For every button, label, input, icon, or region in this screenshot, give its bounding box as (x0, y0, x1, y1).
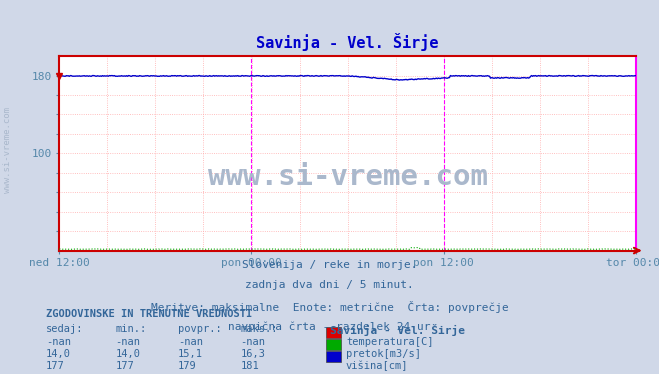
Text: 15,1: 15,1 (178, 349, 203, 359)
Text: -nan: -nan (46, 337, 71, 347)
Text: 14,0: 14,0 (46, 349, 71, 359)
Text: zadnja dva dni / 5 minut.: zadnja dva dni / 5 minut. (245, 280, 414, 291)
Text: 16,3: 16,3 (241, 349, 266, 359)
Text: www.si-vreme.com: www.si-vreme.com (3, 107, 13, 193)
Text: sedaj:: sedaj: (46, 324, 84, 334)
Text: pretok[m3/s]: pretok[m3/s] (346, 349, 421, 359)
Text: Meritve: maksimalne  Enote: metrične  Črta: povprečje: Meritve: maksimalne Enote: metrične Črta… (151, 301, 508, 313)
Text: -nan: -nan (178, 337, 203, 347)
Text: min.:: min.: (115, 324, 146, 334)
Text: temperatura[C]: temperatura[C] (346, 337, 434, 347)
Text: višina[cm]: višina[cm] (346, 361, 409, 371)
Text: -nan: -nan (115, 337, 140, 347)
Text: ZGODOVINSKE IN TRENUTNE VREDNOSTI: ZGODOVINSKE IN TRENUTNE VREDNOSTI (46, 309, 252, 319)
Text: 177: 177 (115, 361, 134, 371)
Text: navpična črta - razdelek 24 ur: navpična črta - razdelek 24 ur (228, 322, 431, 332)
Text: maks.:: maks.: (241, 324, 278, 334)
Text: www.si-vreme.com: www.si-vreme.com (208, 163, 488, 191)
Text: 179: 179 (178, 361, 196, 371)
Title: Savinja - Vel. Širje: Savinja - Vel. Širje (256, 33, 439, 51)
Text: Savinja - Vel. Širje: Savinja - Vel. Širje (330, 324, 465, 335)
Text: povpr.:: povpr.: (178, 324, 221, 334)
Text: 181: 181 (241, 361, 259, 371)
Text: 177: 177 (46, 361, 65, 371)
Text: -nan: -nan (241, 337, 266, 347)
Text: Slovenija / reke in morje.: Slovenija / reke in morje. (242, 260, 417, 270)
Text: 14,0: 14,0 (115, 349, 140, 359)
